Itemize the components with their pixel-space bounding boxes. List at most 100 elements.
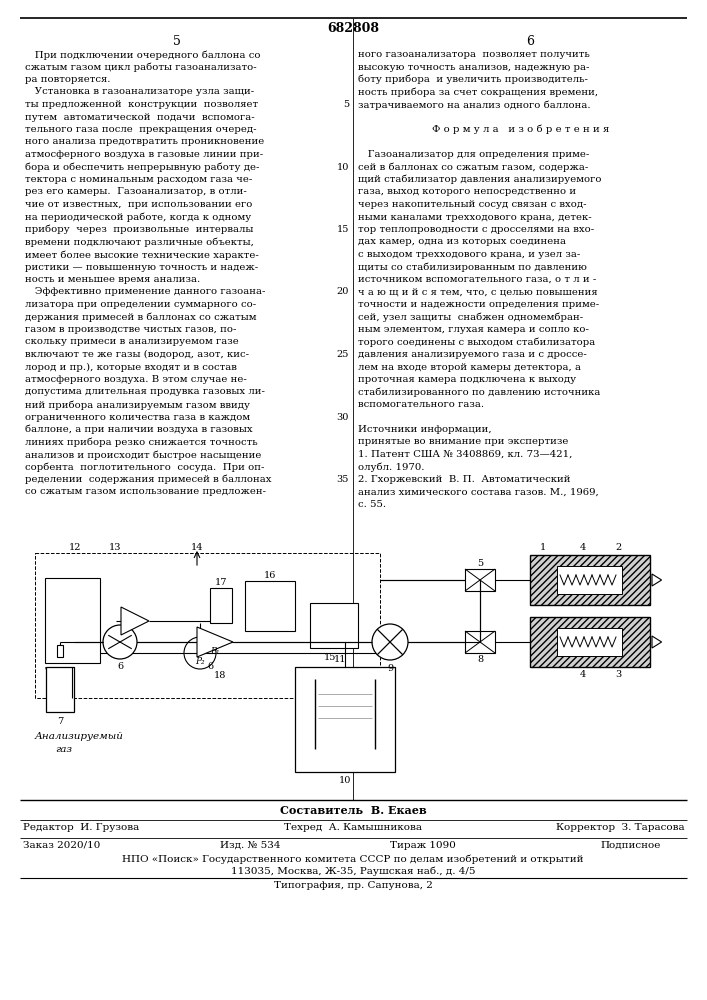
Bar <box>295 667 395 772</box>
Text: 6: 6 <box>526 35 534 48</box>
Text: Газоанализатор для определения приме-: Газоанализатор для определения приме- <box>358 150 589 159</box>
Text: ч а ю щ и й с я тем, что, с целью повышения: ч а ю щ и й с я тем, что, с целью повыше… <box>358 288 597 296</box>
Polygon shape <box>121 607 149 635</box>
Text: вспомогательного газа.: вспомогательного газа. <box>358 400 484 409</box>
Text: При подключении очередного баллона со: При подключении очередного баллона со <box>25 50 260 60</box>
Text: чие от известных,  при использовании его: чие от известных, при использовании его <box>25 200 252 209</box>
Text: газа, выход которого непосредственно и: газа, выход которого непосредственно и <box>358 188 576 196</box>
Text: включают те же газы (водород, азот, кис-: включают те же газы (водород, азот, кис- <box>25 350 249 359</box>
Text: принятые во внимание при экспертизе: принятые во внимание при экспертизе <box>358 438 568 446</box>
Text: боту прибора  и увеличить производитель-: боту прибора и увеличить производитель- <box>358 75 588 85</box>
Text: Заказ 2020/10: Заказ 2020/10 <box>23 841 100 850</box>
Text: источником вспомогательного газа, о т л и -: источником вспомогательного газа, о т л … <box>358 275 596 284</box>
Text: Составитель  В. Екаев: Составитель В. Екаев <box>280 805 426 816</box>
Text: 30: 30 <box>337 412 349 422</box>
Text: ным элементом, глухая камера и сопло ко-: ным элементом, глухая камера и сопло ко- <box>358 325 589 334</box>
Text: затрачиваемого на анализ одного баллона.: затрачиваемого на анализ одного баллона. <box>358 100 590 109</box>
Text: 15: 15 <box>324 653 337 662</box>
Text: лизатора при определении суммарного со-: лизатора при определении суммарного со- <box>25 300 256 309</box>
Text: допустима длительная продувка газовых ли-: допустима длительная продувка газовых ли… <box>25 387 265 396</box>
Text: рез его камеры.  Газоанализатор, в отли-: рез его камеры. Газоанализатор, в отли- <box>25 188 247 196</box>
Text: 11: 11 <box>334 655 346 664</box>
Text: 1: 1 <box>540 543 547 552</box>
Text: 20: 20 <box>337 288 349 296</box>
Text: стабилизированного по давлению источника: стабилизированного по давлению источника <box>358 387 600 397</box>
Bar <box>557 566 622 594</box>
Bar <box>210 588 232 623</box>
Text: Тираж 1090: Тираж 1090 <box>390 841 456 850</box>
Polygon shape <box>197 627 233 657</box>
Text: газ: газ <box>55 745 72 754</box>
Text: на периодической работе, когда к одному: на периодической работе, когда к одному <box>25 213 251 222</box>
Text: 9: 9 <box>387 664 393 673</box>
Text: Анализируемый: Анализируемый <box>35 732 124 741</box>
Circle shape <box>184 637 216 669</box>
Text: щиты со стабилизированным по давлению: щиты со стабилизированным по давлению <box>358 262 587 272</box>
Text: линиях прибора резко снижается точность: линиях прибора резко снижается точность <box>25 438 257 447</box>
Text: давления анализируемого газа и с дроссе-: давления анализируемого газа и с дроссе- <box>358 350 587 359</box>
Text: бора и обеспечить непрерывную работу де-: бора и обеспечить непрерывную работу де- <box>25 162 259 172</box>
Text: 35: 35 <box>337 475 349 484</box>
Bar <box>245 581 295 631</box>
Bar <box>557 628 622 656</box>
Text: ными каналами трехходового крана, детек-: ными каналами трехходового крана, детек- <box>358 213 592 222</box>
Text: тор теплопроводности с дросселями на вхо-: тор теплопроводности с дросселями на вхо… <box>358 225 594 234</box>
Text: лем на входе второй камеры детектора, а: лем на входе второй камеры детектора, а <box>358 362 581 371</box>
Bar <box>530 617 650 667</box>
Text: 2. Гхоржевский  В. П.  Автоматический: 2. Гхоржевский В. П. Автоматический <box>358 475 571 484</box>
Text: 4: 4 <box>580 670 586 679</box>
Bar <box>46 667 74 712</box>
Text: 3: 3 <box>615 670 621 679</box>
Text: P₁: P₁ <box>210 647 220 656</box>
Text: щий стабилизатор давления анализируемого: щий стабилизатор давления анализируемого <box>358 175 602 184</box>
Text: атмосферного воздуха. В этом случае не-: атмосферного воздуха. В этом случае не- <box>25 375 247 384</box>
Text: тельного газа после  прекращения очеред-: тельного газа после прекращения очеред- <box>25 125 257 134</box>
Text: 17: 17 <box>215 578 227 587</box>
Text: Установка в газоанализаторе узла защи-: Установка в газоанализаторе узла защи- <box>25 88 254 97</box>
Text: ограниченного количества газа в каждом: ограниченного количества газа в каждом <box>25 412 250 422</box>
Bar <box>310 603 358 648</box>
Text: дах камер, одна из которых соединена: дах камер, одна из которых соединена <box>358 237 566 246</box>
Text: 25: 25 <box>337 350 349 359</box>
Text: 682808: 682808 <box>327 22 379 35</box>
Text: путем  автоматической  подачи  вспомога-: путем автоматической подачи вспомога- <box>25 112 255 121</box>
Text: 7: 7 <box>57 717 63 726</box>
Text: ний прибора анализируемым газом ввиду: ний прибора анализируемым газом ввиду <box>25 400 250 410</box>
Text: точности и надежности определения приме-: точности и надежности определения приме- <box>358 300 599 309</box>
Text: с. 55.: с. 55. <box>358 500 386 509</box>
Text: держания примесей в баллонах со сжатым: держания примесей в баллонах со сжатым <box>25 312 257 322</box>
Text: тектора с номинальным расходом газа че-: тектора с номинальным расходом газа че- <box>25 175 252 184</box>
Text: сжатым газом цикл работы газоанализато-: сжатым газом цикл работы газоанализато- <box>25 62 257 72</box>
Text: газом в производстве чистых газов, по-: газом в производстве чистых газов, по- <box>25 325 236 334</box>
Text: анализов и происходит быстрое насыщение: анализов и происходит быстрое насыщение <box>25 450 262 460</box>
Polygon shape <box>652 636 662 648</box>
Text: ного анализа предотвратить проникновение: ного анализа предотвратить проникновение <box>25 137 264 146</box>
Text: 10: 10 <box>337 162 349 172</box>
Text: Изд. № 534: Изд. № 534 <box>220 841 281 850</box>
Text: ного газоанализатора  позволяет получить: ного газоанализатора позволяет получить <box>358 50 590 59</box>
Text: через накопительный сосуд связан с вход-: через накопительный сосуд связан с вход- <box>358 200 587 209</box>
Bar <box>465 631 495 653</box>
Text: Редактор  И. Грузова: Редактор И. Грузова <box>23 823 139 832</box>
Text: сей в баллонах со сжатым газом, содержа-: сей в баллонах со сжатым газом, содержа- <box>358 162 588 172</box>
Text: сей, узел защиты  снабжен одномембран-: сей, узел защиты снабжен одномембран- <box>358 312 583 322</box>
Text: 18: 18 <box>214 671 226 680</box>
Text: 10: 10 <box>339 776 351 785</box>
Text: высокую точность анализов, надежную ра-: высокую точность анализов, надежную ра- <box>358 62 590 72</box>
Text: проточная камера подключена к выходу: проточная камера подключена к выходу <box>358 375 576 384</box>
Text: 113035, Москва, Ж-35, Раушская наб., д. 4/5: 113035, Москва, Ж-35, Раушская наб., д. … <box>230 866 475 876</box>
Text: сорбента  поглотительного  сосуда.  При оп-: сорбента поглотительного сосуда. При оп- <box>25 462 264 472</box>
Text: ность прибора за счет сокращения времени,: ность прибора за счет сокращения времени… <box>358 88 598 97</box>
Text: Источники информации,: Источники информации, <box>358 425 491 434</box>
Text: времени подключают различные объекты,: времени подключают различные объекты, <box>25 237 254 247</box>
Text: НПО «Поиск» Государственного комитета СССР по делам изобретений и открытий: НПО «Поиск» Государственного комитета СС… <box>122 854 584 863</box>
Text: 2: 2 <box>615 543 621 552</box>
Text: ность и меньшее время анализа.: ность и меньшее время анализа. <box>25 275 200 284</box>
Text: ределении  содержания примесей в баллонах: ределении содержания примесей в баллонах <box>25 475 271 485</box>
Text: скольку примеси в анализируемом газе: скольку примеси в анализируемом газе <box>25 338 239 347</box>
Text: 16: 16 <box>264 571 276 580</box>
Text: лород и пр.), которые входят и в состав: лород и пр.), которые входят и в состав <box>25 362 237 372</box>
Text: 15: 15 <box>337 225 349 234</box>
Text: 8: 8 <box>477 655 483 664</box>
Text: 4: 4 <box>580 543 586 552</box>
